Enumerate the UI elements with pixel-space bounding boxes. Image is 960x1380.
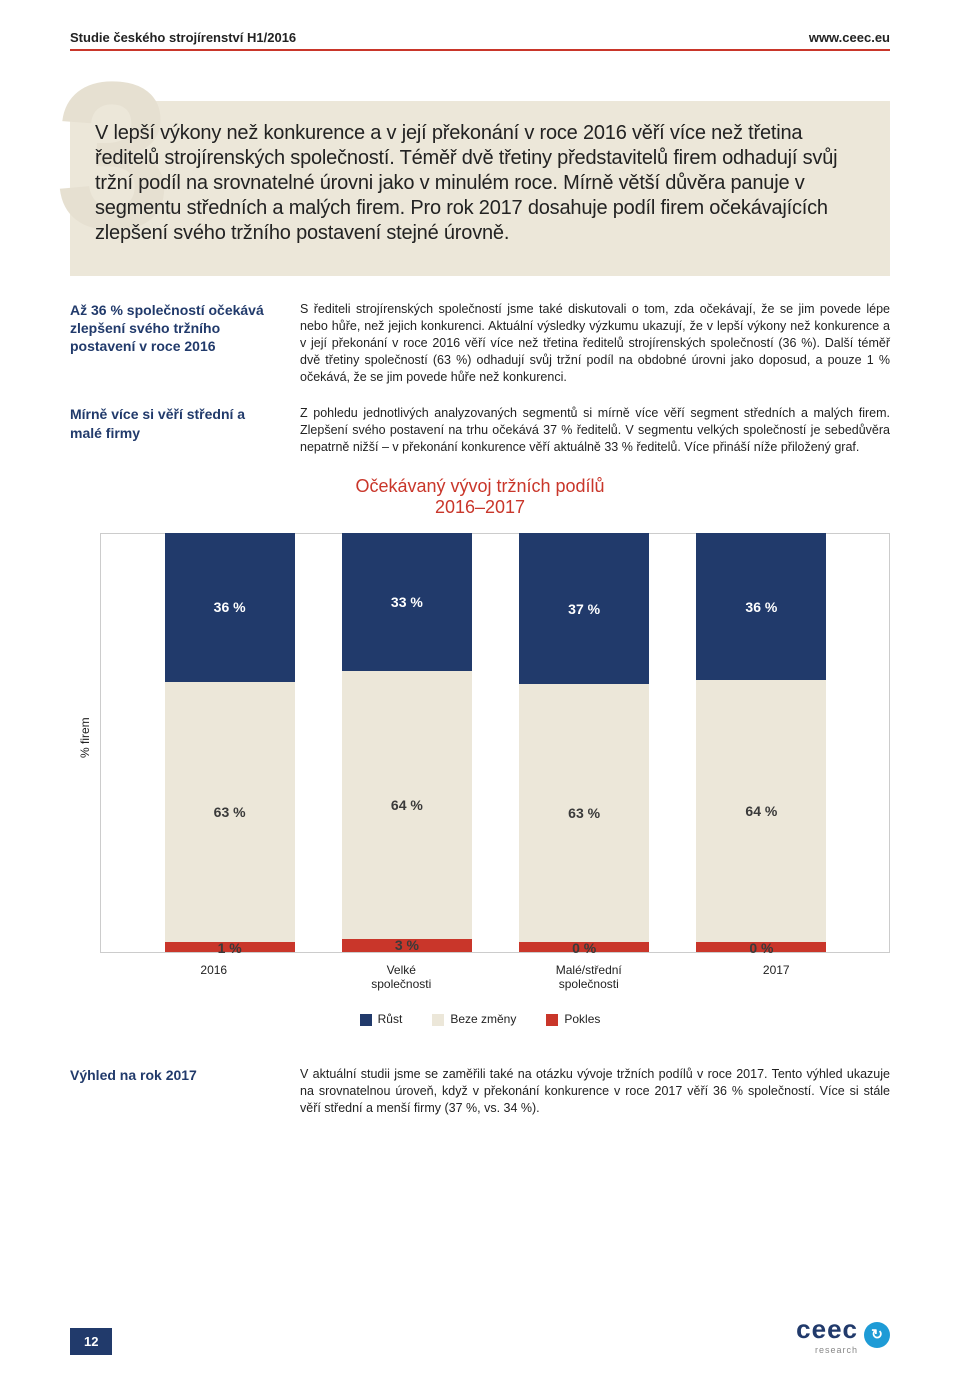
chart-xlabel: Malé/střední společnosti	[524, 963, 654, 992]
chart-segment: 0 %	[696, 942, 826, 952]
highlight-text: V lepší výkony než konkurence a v její p…	[95, 121, 865, 246]
logo-badge-icon: ↻	[864, 1322, 890, 1348]
side-heading-2: Mírně více si věří střední a malé firmy	[70, 405, 270, 441]
chart-bar: 36 %64 %0 %	[696, 533, 826, 952]
chart-ylabel: % firem	[78, 728, 92, 758]
legend-item: Beze změny	[432, 1012, 516, 1026]
logo-sub: research	[796, 1345, 858, 1355]
chart-segment: 64 %	[342, 671, 472, 939]
side-heading-1: Až 36 % společností očekává zlepšení své…	[70, 301, 270, 356]
page-footer: 12 ceec research ↻	[70, 1314, 890, 1355]
legend-item: Pokles	[546, 1012, 600, 1026]
chart-bar: 33 %64 %3 %	[342, 533, 472, 952]
body-text-1: S řediteli strojírenských společností js…	[300, 301, 890, 385]
header-rule	[70, 49, 890, 51]
logo-text: ceec	[796, 1314, 858, 1345]
legend-item: Růst	[360, 1012, 403, 1026]
chart-segment: 0 %	[519, 942, 649, 952]
chart-segment: 1 %	[165, 942, 295, 952]
highlight-block: 3 V lepší výkony než konkurence a v její…	[70, 101, 890, 276]
chart-title: Očekávaný vývoj tržních podílů 2016–2017	[70, 476, 890, 518]
chart-bar: 36 %63 %1 %	[165, 533, 295, 952]
outlook-body: V aktuální studii jsme se zaměřili také …	[300, 1066, 890, 1117]
legend-swatch	[432, 1014, 444, 1026]
logo: ceec research ↻	[796, 1314, 890, 1355]
chart-segment: 63 %	[165, 682, 295, 942]
chart-legend: Růst Beze změny Pokles	[70, 1012, 890, 1026]
outlook-block: Výhled na rok 2017 V aktuální studii jsm…	[70, 1066, 890, 1117]
chart-xaxis: 2016 Velké společnosti Malé/střední společ…	[70, 963, 890, 992]
body-text-2: Z pohledu jednotlivých analyzovaných seg…	[300, 405, 890, 456]
page-header: Studie českého strojírenství H1/2016 www…	[70, 30, 890, 45]
chart-segment: 63 %	[519, 684, 649, 942]
chart-plot: 36 %63 %1 %33 %64 %3 %37 %63 %0 %36 %64 …	[100, 533, 890, 953]
chart-xlabel: 2016	[149, 963, 279, 992]
chart-segment: 3 %	[342, 939, 472, 952]
legend-swatch	[546, 1014, 558, 1026]
chart-segment: 37 %	[519, 533, 649, 684]
chart-segment: 36 %	[165, 533, 295, 682]
block-1: Až 36 % společností očekává zlepšení své…	[70, 301, 890, 385]
chart-xlabel: 2017	[711, 963, 841, 992]
header-right: www.ceec.eu	[809, 30, 890, 45]
page-number: 12	[70, 1328, 112, 1355]
outlook-side: Výhled na rok 2017	[70, 1066, 270, 1084]
chart-xlabel: Velké společnosti	[336, 963, 466, 992]
block-2: Mírně více si věří střední a malé firmy …	[70, 405, 890, 456]
chart-segment: 33 %	[342, 533, 472, 671]
chart: % firem 36 %63 %1 %33 %64 %3 %37 %63 %0 …	[70, 533, 890, 953]
chart-bar: 37 %63 %0 %	[519, 533, 649, 952]
chart-segment: 36 %	[696, 533, 826, 680]
chart-segment: 64 %	[696, 680, 826, 942]
legend-swatch	[360, 1014, 372, 1026]
